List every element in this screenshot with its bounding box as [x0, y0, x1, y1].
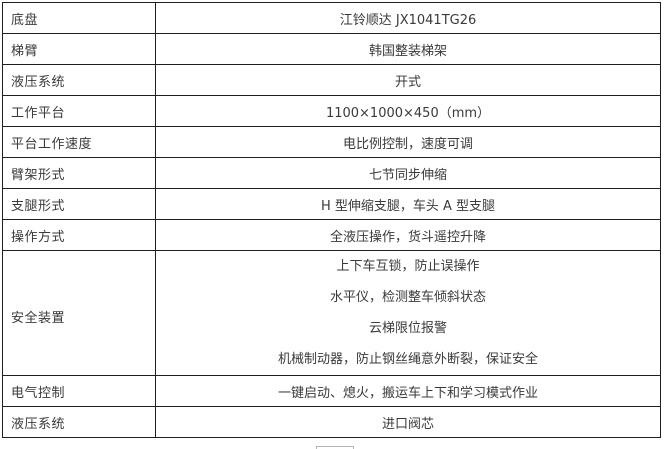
table-row: 底盘 江铃顺达 JX1041TG26 [2, 2, 661, 34]
safety-line: 云梯限位报警 [368, 321, 447, 336]
row-label: 梯臂 [2, 33, 156, 65]
table-row: 梯臂 韩国整装梯架 [2, 33, 661, 65]
row-label: 液压系统 [2, 406, 156, 438]
table-row-safety: 安全装置 上下车互锁，防止误操作 水平仪，检测整车倾斜状态 云梯限位报警 机械制… [2, 250, 661, 376]
safety-line: 水平仪，检测整车倾斜状态 [329, 290, 486, 305]
spec-table: 底盘 江铃顺达 JX1041TG26 梯臂 韩国整装梯架 液压系统 开式 工作平… [2, 2, 661, 438]
table-row: 臂架形式 七节同步伸缩 [2, 157, 661, 189]
row-value: 江铃顺达 JX1041TG26 [155, 2, 661, 34]
table-row: 工作平台 1100×1000×450（mm） [2, 95, 661, 127]
row-value: 进口阀芯 [155, 406, 661, 438]
table-row: 液压系统 进口阀芯 [2, 406, 661, 438]
selection-handle-artifact [316, 446, 354, 449]
row-label: 电气控制 [2, 375, 156, 407]
table-row: 操作方式 全液压操作，货斗遥控升降 [2, 219, 661, 251]
row-value: 七节同步伸缩 [155, 157, 661, 189]
row-value: 一键启动、熄火，搬运车上下和学习模式作业 [155, 375, 661, 407]
row-value: 1100×1000×450（mm） [155, 95, 661, 127]
row-value: 电比例控制，速度可调 [155, 126, 661, 158]
row-value: 全液压操作，货斗遥控升降 [155, 219, 661, 251]
row-value: 韩国整装梯架 [155, 33, 661, 65]
row-label: 工作平台 [2, 95, 156, 127]
table-row: 电气控制 一键启动、熄火，搬运车上下和学习模式作业 [2, 375, 661, 407]
row-label: 液压系统 [2, 64, 156, 96]
row-value: 开式 [155, 64, 661, 96]
safety-line: 机械制动器，防止钢丝绳意外断裂，保证安全 [277, 352, 538, 367]
row-label: 操作方式 [2, 219, 156, 251]
row-value-multiline: 上下车互锁，防止误操作 水平仪，检测整车倾斜状态 云梯限位报警 机械制动器，防止… [155, 250, 661, 376]
row-value: H 型伸缩支腿，车头 A 型支腿 [155, 188, 661, 220]
table-row: 支腿形式 H 型伸缩支腿，车头 A 型支腿 [2, 188, 661, 220]
row-label: 平台工作速度 [2, 126, 156, 158]
table-row: 液压系统 开式 [2, 64, 661, 96]
row-label: 底盘 [2, 2, 156, 34]
table-row: 平台工作速度 电比例控制，速度可调 [2, 126, 661, 158]
row-label: 支腿形式 [2, 188, 156, 220]
row-label: 安全装置 [2, 250, 156, 376]
row-label: 臂架形式 [2, 157, 156, 189]
safety-line: 上下车互锁，防止误操作 [336, 259, 480, 274]
